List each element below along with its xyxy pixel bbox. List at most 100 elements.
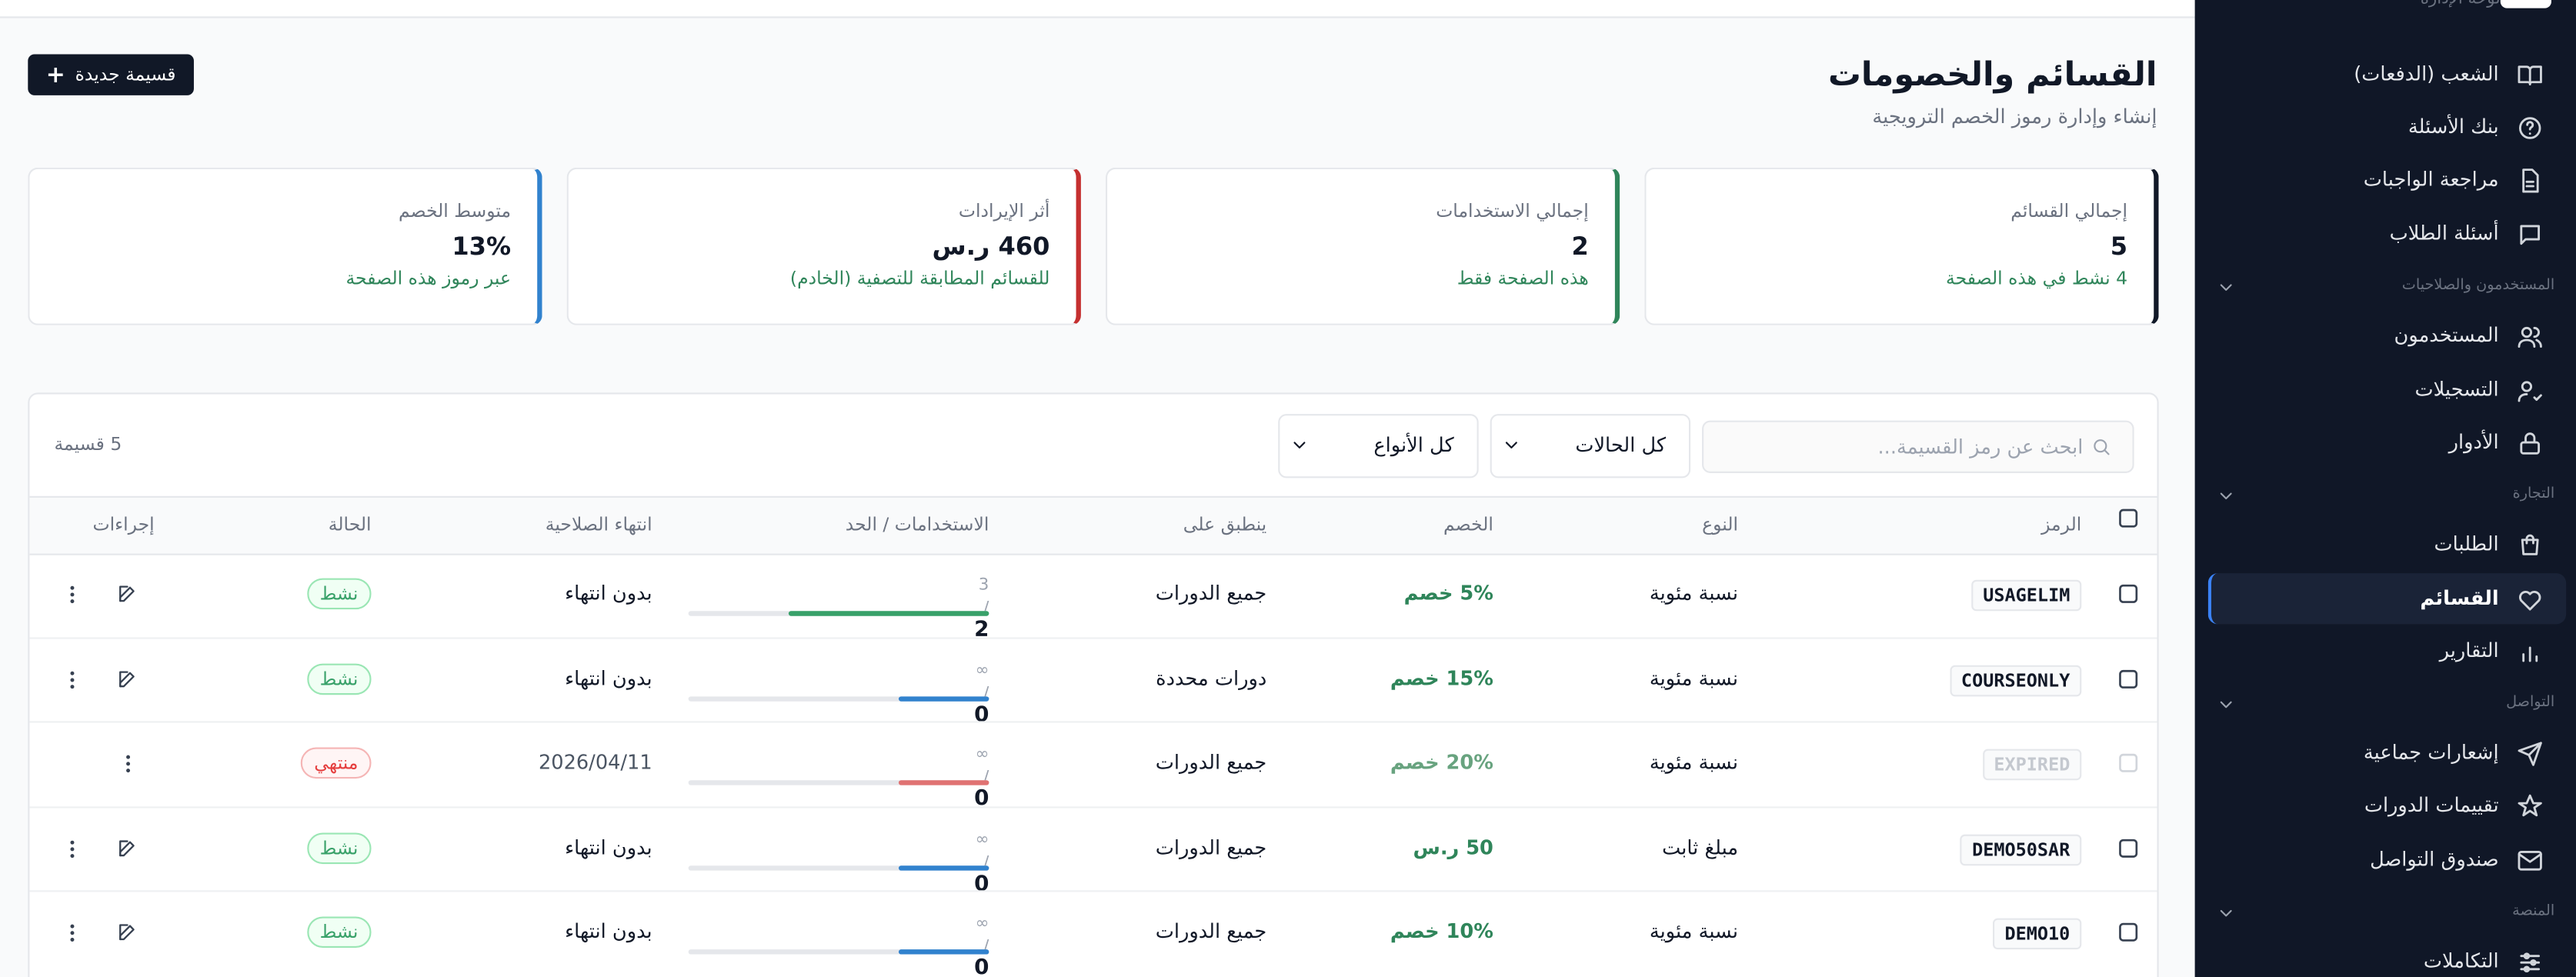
menu-button[interactable] <box>61 583 84 606</box>
active-item-bg <box>2207 573 2567 625</box>
separator: / <box>983 599 989 618</box>
sidebar-item[interactable]: التسجيلات <box>2414 378 2499 401</box>
edit-button[interactable] <box>117 668 138 689</box>
coupon-count: 5 قسيمة <box>54 433 122 455</box>
sidebar-item[interactable]: أسئلة الطلاب <box>2389 222 2499 245</box>
coupon-applies: دورات محددة <box>1156 665 1267 689</box>
usage-limit: ∞ <box>975 830 989 849</box>
menu-button[interactable] <box>61 837 84 860</box>
type-select[interactable]: كل الأنواع <box>1278 414 1479 478</box>
section-chevron <box>2220 284 2232 291</box>
sidebar-icon <box>2522 168 2539 193</box>
separator: / <box>983 684 989 702</box>
search-box[interactable]: ابحث عن رمز القسيمة... <box>1702 420 2134 473</box>
sidebar: لوحة الإدارة الشعب (الدفعات) بنك الأسئلة مر… <box>2194 0 2576 977</box>
status-badge: نشط <box>306 916 372 949</box>
column-header: الرمز <box>2041 514 2082 536</box>
usage-text: ∞ / 0 <box>974 661 989 726</box>
usage-text: ∞ / 0 <box>974 830 989 895</box>
status-select[interactable]: كل الحالات <box>1490 414 1691 478</box>
sidebar-section: المنصة <box>2512 903 2555 920</box>
sidebar-item[interactable]: بنك الأسئلة <box>2407 115 2499 138</box>
usage-track <box>688 780 989 785</box>
menu-button[interactable] <box>61 668 84 691</box>
sidebar-item[interactable]: مراجعة الواجبات <box>2363 167 2499 191</box>
edit-button[interactable] <box>117 583 138 605</box>
edit-button[interactable] <box>117 837 138 859</box>
sidebar-icon <box>2521 534 2539 555</box>
coupon-applies: جميع الدورات <box>1155 581 1267 605</box>
coupon-discount: 20% خصم <box>1390 750 1493 774</box>
row-checkbox <box>2119 922 2138 942</box>
stat-card: متوسط الخصم 13% عبر رموز هذه الصفحة <box>28 167 542 325</box>
section-chevron <box>2220 492 2232 500</box>
coupon-type: نسبة مئوية <box>1649 665 1739 689</box>
menu-button[interactable] <box>117 752 140 775</box>
coupon-type: نسبة مئوية <box>1649 919 1739 943</box>
stat-label: متوسط الخصم <box>398 200 512 222</box>
usage-limit: 3 <box>978 576 989 595</box>
stat-note: هذه الصفحة فقط <box>1457 268 1589 289</box>
column-header: إجراءات <box>92 514 155 536</box>
sidebar-icon <box>2518 742 2542 766</box>
sidebar-section: المستخدمون والصلاحيات <box>2401 277 2555 295</box>
row-checkbox <box>2119 838 2138 857</box>
separator: / <box>983 853 989 872</box>
sidebar-item[interactable]: التكاملات <box>2423 949 2499 973</box>
usage-track <box>688 865 989 870</box>
coupon-discount: 15% خصم <box>1390 665 1493 689</box>
stat-card: إجمالي القسائم 5 4 نشط في هذه الصفحة <box>1644 167 2159 325</box>
chevron <box>1293 442 1306 448</box>
usage-count: 0 <box>974 702 989 727</box>
sidebar-item[interactable]: القسائم <box>2420 586 2499 610</box>
status-badge: منتهي <box>301 747 372 779</box>
usage-text: 3 / 2 <box>974 576 989 642</box>
row-checkbox <box>2119 669 2138 688</box>
stat-card: إجمالي الاستخدامات 2 هذه الصفحة فقط <box>1105 167 1620 325</box>
sidebar-item[interactable]: الشعب (الدفعات) <box>2354 62 2499 86</box>
coupon-type: مبلغ ثابت <box>1662 835 1739 859</box>
coupon-expiry: بدون انتهاء <box>565 919 652 943</box>
coupon-code: COURSEONLY <box>1949 664 2082 696</box>
stat-value: 5 <box>2110 232 2128 262</box>
stat-label: إجمالي الاستخدامات <box>1436 200 1589 222</box>
coupon-expiry: بدون انتهاء <box>565 581 652 605</box>
menu-button[interactable] <box>61 922 84 945</box>
sidebar-item[interactable]: تقييمات الدورات <box>2364 793 2499 817</box>
sidebar-icon <box>2518 381 2542 402</box>
sidebar-icon <box>2520 225 2541 245</box>
coupon-type: نسبة مئوية <box>1649 581 1739 605</box>
stat-value: 460 ر.س <box>932 232 1050 262</box>
new-coupon-button[interactable]: قسيمة جديدة + <box>28 54 194 95</box>
sidebar-icon <box>2518 326 2542 348</box>
sidebar-item[interactable]: صندوق التواصل <box>2370 847 2499 871</box>
usage-bar <box>899 949 989 955</box>
sidebar-item[interactable]: المستخدمون <box>2394 323 2499 347</box>
status-badge: نشط <box>306 832 372 864</box>
usage-bar <box>899 780 989 785</box>
select-label: كل الأنواع <box>1373 433 1454 457</box>
sidebar-item[interactable]: الأدوار <box>2448 430 2499 454</box>
coupon-code: DEMO50SAR <box>1960 833 2082 865</box>
sidebar-item[interactable]: إشعارات جماعية <box>2363 740 2499 764</box>
sidebar-icon <box>2518 851 2542 871</box>
sidebar-section: التواصل <box>2506 695 2555 712</box>
usage-bar <box>899 695 989 701</box>
coupon-expiry: بدون انتهاء <box>565 665 652 689</box>
stat-note: عبر رموز هذه الصفحة <box>345 268 512 289</box>
coupon-expiry: بدون انتهاء <box>565 835 652 859</box>
select-label: كل الحالات <box>1575 433 1667 457</box>
sidebar-item[interactable]: الطلبات <box>2434 532 2499 555</box>
sidebar-icon <box>2518 117 2541 139</box>
sidebar-item[interactable]: التقارير <box>2439 639 2499 662</box>
usage-track <box>688 949 989 955</box>
usage-count: 0 <box>974 786 989 812</box>
usage-limit: ∞ <box>975 745 989 764</box>
row-divider <box>29 636 2157 639</box>
edit-button[interactable] <box>117 922 138 943</box>
coupon-applies: جميع الدورات <box>1155 919 1267 943</box>
coupon-applies: جميع الدورات <box>1155 835 1267 859</box>
column-header: النوع <box>1702 514 1739 536</box>
